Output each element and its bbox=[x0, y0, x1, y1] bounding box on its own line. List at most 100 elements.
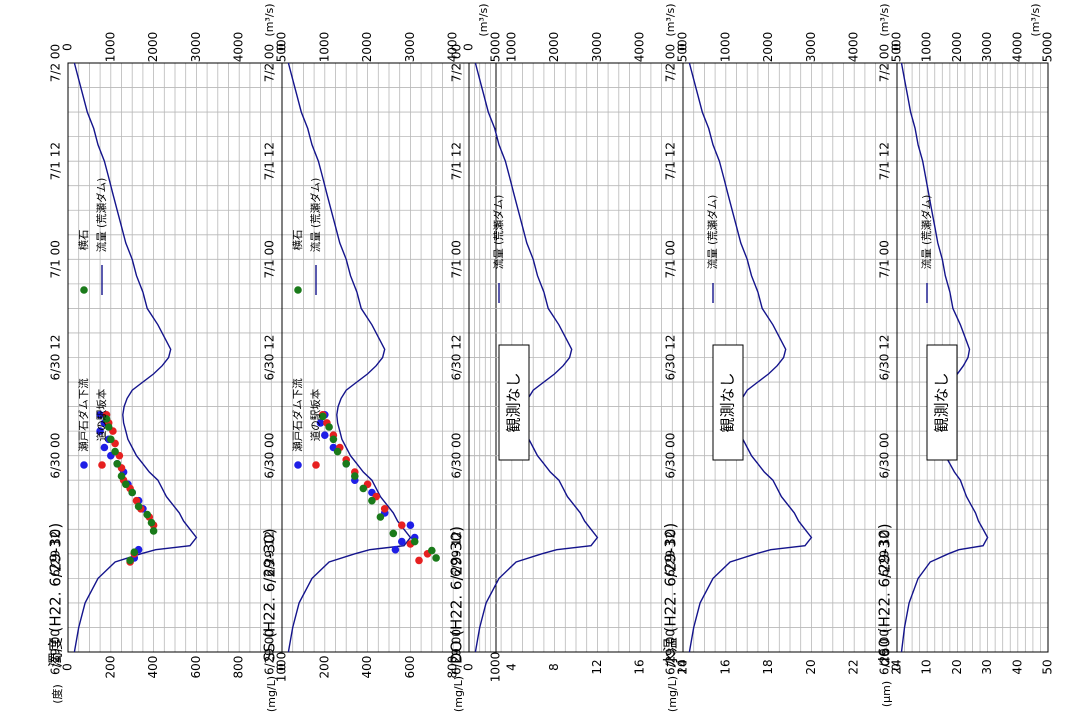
time-axis-tick-label: 6/30 12 bbox=[664, 334, 678, 380]
flow-series-line bbox=[73, 62, 198, 653]
left-axis-tick-label: 14 bbox=[676, 659, 690, 674]
left-axis-tick-label: 600 bbox=[189, 656, 203, 679]
legend-marker-series-2 bbox=[312, 461, 320, 469]
legend-label-series-3: 横石 bbox=[77, 230, 90, 251]
right-axis-tick-label: 2000 bbox=[761, 32, 775, 63]
left-axis-tick-label: 1000 bbox=[489, 652, 503, 683]
time-axis-tick-label: 6/30 00 bbox=[878, 433, 892, 479]
no-data-label: 観測なし bbox=[933, 372, 951, 432]
right-axis-tick-label: 4000 bbox=[633, 32, 647, 63]
time-axis-tick-label: 6/30 12 bbox=[878, 334, 892, 380]
time-axis-tick-label: 7/1 12 bbox=[664, 142, 678, 180]
left-axis-tick-label: 200 bbox=[103, 656, 117, 679]
right-axis-tick-label: 1000 bbox=[504, 32, 518, 63]
data-point-series-1 bbox=[321, 431, 329, 440]
legend-label-flow: 流量 (荒瀬ダム) bbox=[95, 178, 108, 253]
left-axis-tick-label: 30 bbox=[980, 659, 994, 674]
time-axis-tick-label: 6/29 12 bbox=[878, 531, 892, 577]
data-point-series-3 bbox=[410, 537, 419, 546]
legend: 瀬戸石ダム下流 道の駅坂本 横石 流量 (荒瀬ダム) bbox=[77, 178, 108, 469]
time-axis-tick-label: 6/29 00 bbox=[49, 629, 63, 675]
left-axis-tick-label: 200 bbox=[317, 656, 331, 679]
data-point-series-3 bbox=[122, 480, 130, 489]
left-axis-tick-label: 0 bbox=[462, 663, 476, 671]
right-axis-tick-label: 0 bbox=[890, 43, 904, 51]
right-axis-tick-label: 4000 bbox=[847, 32, 861, 63]
left-axis-tick-label: 16 bbox=[633, 659, 647, 674]
right-axis-tick-label: 2000 bbox=[360, 32, 374, 63]
right-axis-tick-label: 1000 bbox=[317, 32, 331, 63]
right-axis-tick-label: 1000 bbox=[103, 32, 117, 63]
data-point-series-3 bbox=[130, 548, 139, 556]
left-axis-tick-label: 10 bbox=[920, 659, 934, 674]
legend-marker-series-2 bbox=[98, 461, 106, 469]
legend-label-series-1: 瀬戸石ダム下流 bbox=[77, 378, 90, 452]
time-axis-tick-label: 6/29 00 bbox=[450, 629, 464, 675]
left-axis-tick-label: 4 bbox=[504, 663, 518, 671]
data-point-series-1 bbox=[406, 521, 415, 529]
time-axis-tick-label: 7/2 00 bbox=[49, 44, 63, 82]
time-axis-tick-label: 6/29 12 bbox=[263, 531, 277, 577]
time-axis-tick-label: 7/2 00 bbox=[450, 44, 464, 82]
left-axis-tick-label: 12 bbox=[590, 659, 604, 674]
data-point-series-1 bbox=[96, 427, 104, 435]
data-point-series-1 bbox=[96, 411, 104, 419]
data-point-series-3 bbox=[351, 472, 359, 480]
data-point-series-3 bbox=[128, 488, 136, 497]
no-data-box bbox=[498, 344, 530, 461]
right-axis-tick-label: 3000 bbox=[189, 32, 203, 63]
left-axis-tick-label: 18 bbox=[761, 659, 775, 674]
legend-marker-series-3 bbox=[294, 286, 302, 294]
right-axis-tick-label: 0 bbox=[61, 43, 75, 51]
time-axis-tick-label: 7/1 00 bbox=[878, 240, 892, 278]
legend-label-series-3: 横石 bbox=[291, 230, 304, 251]
time-axis-tick-label: 7/1 00 bbox=[263, 240, 277, 278]
data-point-series-2 bbox=[380, 505, 389, 513]
left-axis-tick-label: 8 bbox=[547, 663, 561, 671]
right-axis-tick-label: 2000 bbox=[146, 32, 160, 63]
data-point-series-1 bbox=[316, 419, 325, 427]
time-axis-tick-label: 6/30 12 bbox=[263, 334, 277, 380]
data-point-series-3 bbox=[111, 447, 119, 456]
chart-title: DO (H22. 6/29-30) bbox=[448, 526, 466, 664]
right-axis-unit: (m³/s) bbox=[1029, 3, 1042, 36]
data-point-series-3 bbox=[107, 435, 115, 444]
data-point-series-2 bbox=[398, 521, 406, 529]
left-axis-tick-label: 800 bbox=[446, 656, 460, 679]
left-axis-tick-label: 400 bbox=[146, 656, 160, 679]
data-point-series-3 bbox=[113, 460, 121, 468]
legend-label-flow: 流量 (荒瀬ダム) bbox=[706, 195, 719, 270]
right-axis-tick-label: 3000 bbox=[804, 32, 818, 63]
time-axis-tick-label: 7/2 00 bbox=[664, 44, 678, 82]
legend: 流量 (荒瀬ダム) bbox=[920, 195, 933, 303]
time-axis-tick-label: 6/29 12 bbox=[49, 531, 63, 577]
legend-marker-series-1 bbox=[294, 461, 302, 469]
time-axis-tick-label: 7/1 00 bbox=[664, 240, 678, 278]
time-axis-tick-label: 6/29 12 bbox=[664, 531, 678, 577]
left-axis-tick-label: 800 bbox=[232, 656, 246, 679]
plot-frame bbox=[896, 62, 1049, 653]
data-point-series-3 bbox=[147, 518, 156, 527]
left-axis-unit: (mg/L) bbox=[265, 676, 278, 712]
right-axis-tick-label: 5000 bbox=[275, 32, 289, 63]
no-data-label: 観測なし bbox=[719, 372, 737, 432]
data-point-series-1 bbox=[391, 545, 400, 554]
right-axis-tick-label: 2000 bbox=[950, 32, 964, 63]
legend-label-series-2: 道の駅坂本 bbox=[309, 388, 322, 441]
chart-title: SS (H22. 6/29-30) bbox=[261, 528, 279, 662]
data-point-series-3 bbox=[143, 510, 151, 519]
data-point-series-3 bbox=[126, 556, 134, 565]
flow-series-line bbox=[287, 62, 412, 653]
left-axis-tick-label: 20 bbox=[950, 659, 964, 674]
time-axis-tick-label: 6/29 12 bbox=[450, 531, 464, 577]
time-axis-tick-label: 6/30 12 bbox=[450, 334, 464, 380]
right-axis-unit: (m³/s) bbox=[664, 3, 677, 36]
legend-marker-series-1 bbox=[80, 461, 88, 469]
right-axis-unit: (m³/s) bbox=[878, 3, 891, 36]
time-axis-tick-label: 7/1 12 bbox=[878, 142, 892, 180]
right-axis-tick-label: 4000 bbox=[446, 32, 460, 63]
right-axis-tick-label: 5000 bbox=[890, 32, 904, 63]
